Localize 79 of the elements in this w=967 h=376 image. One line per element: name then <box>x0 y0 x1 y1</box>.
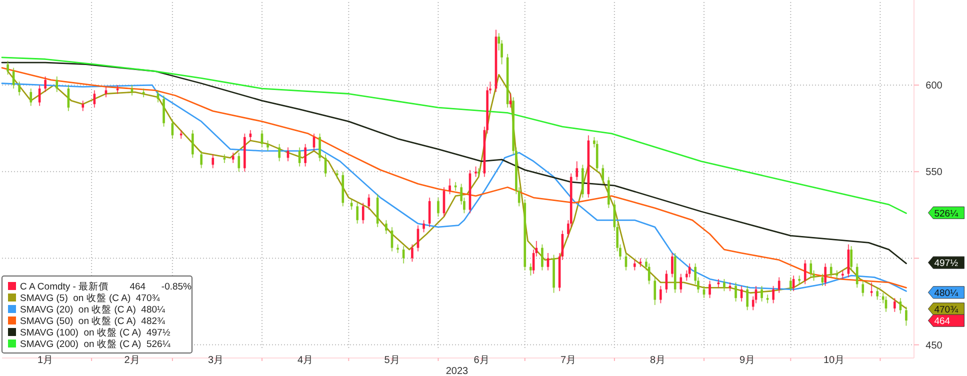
candlestick <box>44 76 46 93</box>
annotation: 526¼ <box>934 208 960 220</box>
candlestick <box>634 259 636 271</box>
candlestick <box>232 152 234 164</box>
candlestick <box>368 194 370 210</box>
candlestick <box>790 276 792 292</box>
candlestick <box>212 154 214 169</box>
candlestick <box>238 152 240 172</box>
candlestick <box>200 150 202 169</box>
x-tick-label: 8月 <box>650 355 666 366</box>
candlestick <box>356 202 358 224</box>
y-tick-label: 550 <box>926 167 943 178</box>
annotation: 470¾ <box>934 304 960 316</box>
legend-label: SMAVG (200) on 收盤 (C A) 526¼ <box>20 338 172 350</box>
line-series <box>1 56 907 214</box>
candlestick <box>266 140 269 152</box>
candlestick <box>422 220 425 233</box>
candlestick <box>602 164 604 184</box>
candlestick <box>654 276 656 306</box>
candlestick <box>856 262 858 288</box>
y-tick-label: 600 <box>926 80 943 92</box>
candlestick <box>385 220 388 234</box>
legend-label: SMAVG (100) on 收盤 (C A) 497½ <box>20 326 170 338</box>
candlestick <box>824 262 826 286</box>
candlestick <box>362 202 364 224</box>
candlestick <box>734 282 737 302</box>
candlestick <box>82 100 84 112</box>
legend-label: C A Comdty - 最新價 464 -0.85% <box>20 280 192 292</box>
candlestick <box>530 262 532 276</box>
x-tick-label: 9月 <box>740 355 756 366</box>
candlestick <box>6 60 9 76</box>
candlestick <box>876 287 878 300</box>
candlestick <box>576 160 578 181</box>
candlestick <box>746 285 748 311</box>
candlestick <box>304 143 306 167</box>
candlestick <box>850 246 852 271</box>
candlestick <box>278 143 280 162</box>
candlestick <box>541 244 544 271</box>
candlestick <box>830 262 832 278</box>
candlestick <box>810 259 812 278</box>
x-tick-label: 3月 <box>208 355 224 366</box>
x-tick-label: 1月 <box>38 355 54 366</box>
candlestick <box>870 282 873 297</box>
candlestick <box>192 130 194 158</box>
candlestick <box>723 278 726 292</box>
legend-label: SMAVG (50) on 收盤 (C A) 482¾ <box>20 315 166 327</box>
candlestick <box>772 285 774 304</box>
candlestick <box>546 252 550 271</box>
candlestick <box>437 197 440 218</box>
x-tick-label: 10月 <box>823 355 845 366</box>
candlestick <box>18 81 20 96</box>
candlestick <box>671 252 674 278</box>
candlestick <box>894 298 896 312</box>
candlestick <box>411 244 414 262</box>
y-tick-label: 450 <box>926 340 943 352</box>
candlestick <box>318 133 321 162</box>
x-tick-label: 5月 <box>384 355 400 366</box>
candlestick <box>448 178 451 195</box>
candlestick <box>778 276 780 294</box>
annotation: 464 <box>934 316 950 328</box>
x-tick-label: 4月 <box>298 355 314 366</box>
candlestick <box>660 285 662 304</box>
candlestick <box>862 280 864 297</box>
x-tick-label: 2月 <box>124 355 140 366</box>
annotation: 480¼ <box>934 288 960 299</box>
x-axis-title: 2023 <box>446 366 469 376</box>
x-tick-label: 6月 <box>474 355 490 366</box>
candlestick <box>804 259 806 285</box>
candlestick <box>56 76 58 93</box>
candlestick <box>760 285 763 302</box>
x-tick-label: 7月 <box>560 355 576 366</box>
candlestick <box>680 273 682 294</box>
candlestick <box>474 166 477 178</box>
candlestick <box>905 306 908 326</box>
candlestick <box>30 88 32 106</box>
legend-label: SMAVG (20) on 收盤 (C A) 480¼ <box>20 304 166 316</box>
candlestick <box>708 280 711 299</box>
legend-label: SMAVG (5) on 收盤 (C A) 470¾ <box>20 292 161 304</box>
annotation: 497½ <box>934 258 958 270</box>
